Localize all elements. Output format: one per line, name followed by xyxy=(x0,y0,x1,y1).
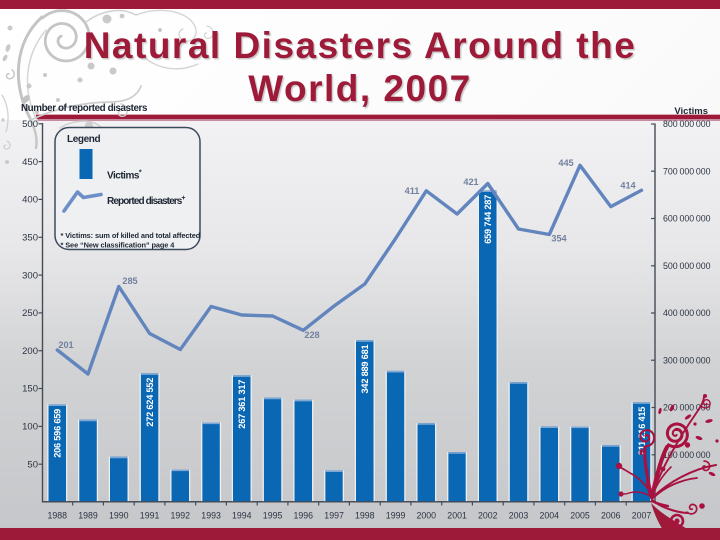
svg-text:100 000 000: 100 000 000 xyxy=(663,450,711,460)
svg-text:285: 285 xyxy=(122,276,137,286)
svg-text:200 000 000: 200 000 000 xyxy=(663,403,711,413)
svg-text:272 624 552: 272 624 552 xyxy=(145,378,155,427)
svg-text:411: 411 xyxy=(405,186,420,196)
svg-text:342 889 681: 342 889 681 xyxy=(360,345,370,394)
svg-text:2007: 2007 xyxy=(632,511,652,521)
svg-text:1996: 1996 xyxy=(294,511,314,521)
svg-text:Legend: Legend xyxy=(67,134,100,145)
svg-text:2004: 2004 xyxy=(540,511,560,521)
svg-text:414: 414 xyxy=(620,181,636,191)
svg-text:2000: 2000 xyxy=(417,511,437,521)
svg-text:400 000 000: 400 000 000 xyxy=(663,308,711,318)
svg-text:2003: 2003 xyxy=(509,511,529,521)
svg-text:354: 354 xyxy=(551,234,567,244)
svg-text:300 000 000: 300 000 000 xyxy=(663,355,711,365)
svg-text:1993: 1993 xyxy=(201,511,221,521)
svg-text:228: 228 xyxy=(304,330,319,340)
svg-text:2002: 2002 xyxy=(478,511,498,521)
svg-text:1990: 1990 xyxy=(109,511,129,521)
svg-text:659 744 287: 659 744 287 xyxy=(483,195,493,244)
svg-text:1999: 1999 xyxy=(386,511,406,521)
svg-text:350: 350 xyxy=(22,233,38,244)
svg-text:450: 450 xyxy=(22,157,38,168)
svg-text:1994: 1994 xyxy=(232,511,252,521)
svg-text:267 361 317: 267 361 317 xyxy=(237,380,247,429)
svg-text:100: 100 xyxy=(22,422,38,433)
svg-text:206 596 659: 206 596 659 xyxy=(53,409,63,458)
svg-text:421: 421 xyxy=(463,177,478,187)
svg-text:1988: 1988 xyxy=(48,511,68,521)
svg-text:250: 250 xyxy=(22,308,38,319)
svg-text:800 000 000: 800 000 000 xyxy=(663,119,711,129)
svg-text:Reported disasters+: Reported disasters+ xyxy=(107,195,185,207)
svg-text:1991: 1991 xyxy=(140,511,160,521)
svg-text:200: 200 xyxy=(22,346,38,357)
svg-text:201: 201 xyxy=(58,340,73,350)
svg-text:1997: 1997 xyxy=(324,511,344,521)
svg-text:Victims*: Victims* xyxy=(107,170,142,182)
svg-text:* See “New classification” pag: * See “New classification” page 4 xyxy=(61,241,176,250)
svg-text:445: 445 xyxy=(558,158,573,168)
svg-text:Victims: Victims xyxy=(674,106,708,117)
svg-text:300: 300 xyxy=(22,270,38,281)
svg-text:500: 500 xyxy=(22,119,38,130)
svg-text:2005: 2005 xyxy=(570,511,590,521)
svg-text:2001: 2001 xyxy=(447,511,467,521)
svg-text:1989: 1989 xyxy=(78,511,98,521)
svg-text:1995: 1995 xyxy=(263,511,283,521)
svg-text:1992: 1992 xyxy=(171,511,191,521)
svg-text:600 000 000: 600 000 000 xyxy=(663,214,711,224)
svg-text:Number of reported disasters: Number of reported disasters xyxy=(21,103,148,114)
svg-text:* Victims: sum of killed and t: * Victims: sum of killed and total affec… xyxy=(61,231,201,240)
svg-text:500 000 000: 500 000 000 xyxy=(663,261,711,271)
svg-text:1998: 1998 xyxy=(355,511,375,521)
svg-text:50: 50 xyxy=(27,459,38,470)
svg-text:150: 150 xyxy=(22,384,38,395)
svg-text:2006: 2006 xyxy=(601,511,621,521)
svg-text:400: 400 xyxy=(22,195,38,206)
svg-text:700 000 000: 700 000 000 xyxy=(663,166,711,176)
